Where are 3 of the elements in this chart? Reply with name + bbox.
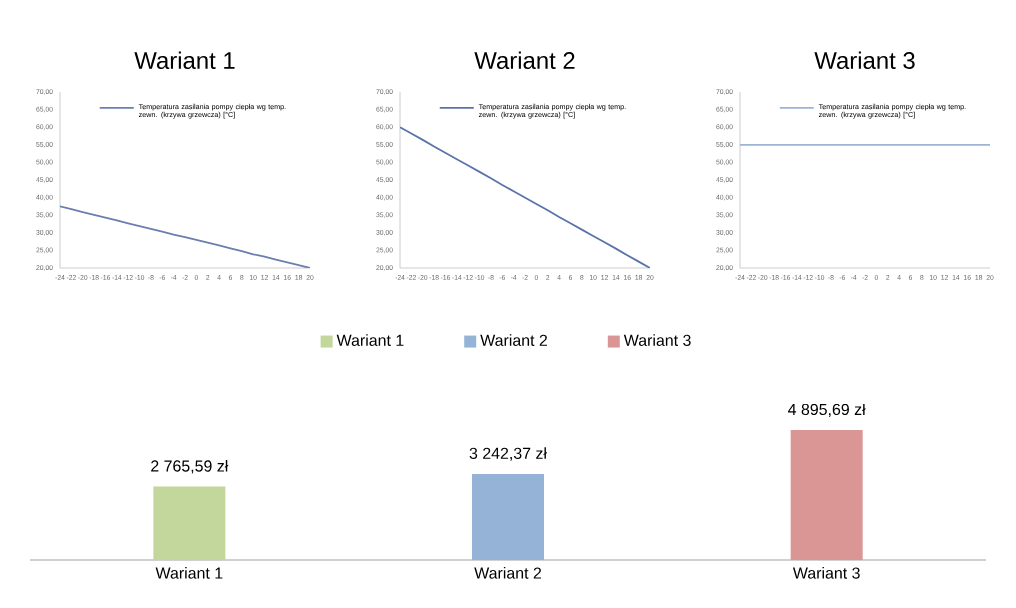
- chart-title: Wariant 1: [134, 51, 235, 69]
- chart-title: Wariant 3: [814, 51, 915, 69]
- chart-title: Wariant 2: [474, 51, 575, 69]
